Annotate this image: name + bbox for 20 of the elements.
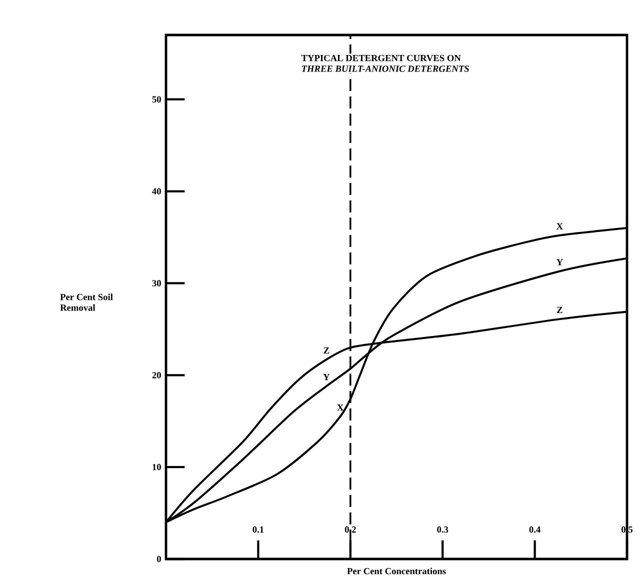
annotation: X bbox=[556, 223, 563, 230]
text: THREE BUILT-ANIONIC DETERGENTS bbox=[302, 66, 469, 72]
y-tick-label: 50 bbox=[152, 96, 161, 102]
y-tick-label: 40 bbox=[152, 188, 161, 194]
x-tick-label: 0.4 bbox=[529, 526, 540, 533]
annotation: X bbox=[337, 404, 344, 410]
y-tick-label: 20 bbox=[152, 372, 161, 378]
y-tick-label: 0 bbox=[156, 556, 161, 562]
annotation: Z bbox=[324, 347, 330, 354]
x-tick-label: 0.3 bbox=[437, 526, 448, 533]
y-axis-title: Per Cent Soil Removal bbox=[60, 294, 113, 311]
x-axis-title: Per Cent Concentrations bbox=[347, 568, 446, 574]
x-tick-label: 0.2 bbox=[344, 526, 356, 533]
y-tick-label: 30 bbox=[152, 280, 161, 286]
annotation: Z bbox=[557, 306, 562, 314]
x-tick-label: 0.1 bbox=[252, 526, 264, 533]
annotation: Y bbox=[556, 259, 563, 266]
y-tick-label: 10 bbox=[152, 464, 161, 470]
annotation: Y bbox=[323, 374, 330, 380]
text: TYPICAL DETERGENT CURVES ON bbox=[301, 54, 461, 62]
